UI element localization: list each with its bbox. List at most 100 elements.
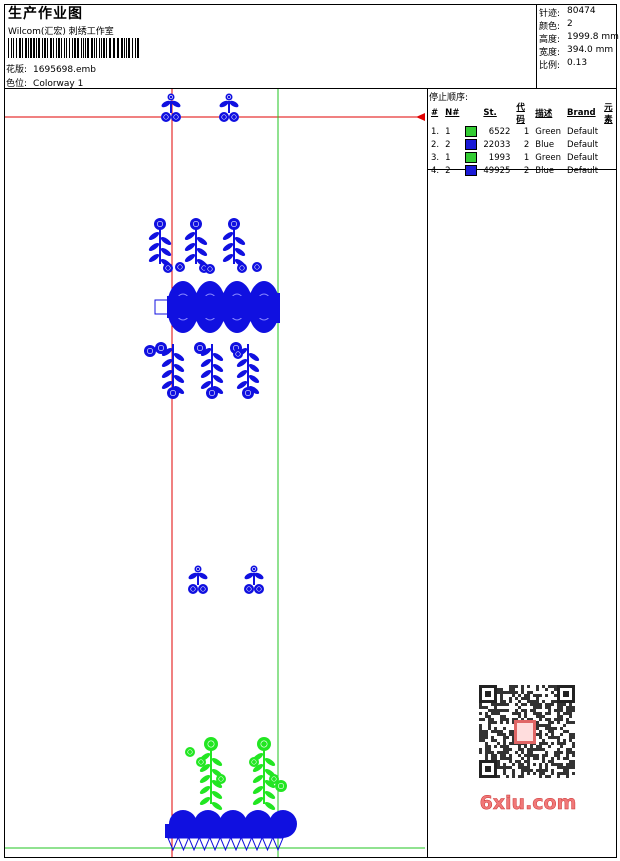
qr-finder bbox=[485, 691, 491, 697]
flower-motif bbox=[188, 584, 198, 594]
barcode-bar bbox=[8, 38, 9, 58]
qr-module bbox=[479, 733, 482, 736]
qr-module bbox=[530, 691, 533, 694]
qr-module bbox=[569, 736, 572, 739]
qr-module bbox=[551, 742, 554, 745]
flower-motif bbox=[252, 262, 262, 272]
qr-module bbox=[560, 709, 563, 712]
qr-module bbox=[518, 766, 521, 769]
qr-module bbox=[500, 694, 503, 697]
qr-module bbox=[563, 724, 566, 727]
qr-module bbox=[545, 706, 548, 709]
qr-module bbox=[536, 706, 539, 709]
flower-center bbox=[209, 389, 216, 396]
qr-module bbox=[497, 742, 500, 745]
qr-module bbox=[530, 703, 533, 706]
border-zigzag bbox=[230, 837, 242, 852]
flower-center bbox=[198, 759, 204, 765]
barcode-bar bbox=[44, 38, 46, 58]
qr-module bbox=[509, 700, 512, 703]
barcode-bar bbox=[69, 38, 70, 58]
qr-module bbox=[569, 760, 572, 763]
qr-module bbox=[521, 757, 524, 760]
leaf-motif bbox=[264, 801, 276, 811]
qr-module bbox=[536, 721, 539, 724]
qr-module bbox=[536, 688, 539, 691]
qr-module bbox=[506, 709, 509, 712]
qr-module bbox=[536, 697, 539, 700]
qr-module bbox=[539, 745, 542, 748]
qr-module bbox=[542, 754, 545, 757]
qr-module bbox=[536, 745, 539, 748]
qr-module bbox=[557, 772, 560, 775]
stat-width: 宽度: 394.0 mm bbox=[539, 45, 613, 58]
flower-center bbox=[231, 114, 237, 120]
qr-module bbox=[560, 703, 563, 706]
flower-center bbox=[271, 776, 277, 782]
flower-motif bbox=[229, 112, 239, 122]
row-needle: 2 bbox=[445, 165, 451, 176]
flower-motif bbox=[161, 112, 171, 122]
flower-center bbox=[163, 114, 169, 120]
leaf-motif bbox=[248, 352, 260, 362]
qr-module bbox=[563, 772, 566, 775]
qr-module bbox=[494, 721, 497, 724]
qr-module bbox=[569, 739, 572, 742]
leaf-motif bbox=[229, 100, 239, 108]
qr-module bbox=[509, 748, 512, 751]
flower-center bbox=[157, 221, 164, 228]
flower-center bbox=[173, 114, 179, 120]
col-brand: Brand bbox=[567, 108, 596, 118]
row-needle: 1 bbox=[445, 126, 451, 137]
qr-module bbox=[536, 694, 539, 697]
qr-module bbox=[497, 751, 500, 754]
qr-module bbox=[524, 766, 527, 769]
qr-module bbox=[572, 736, 575, 739]
qr-module bbox=[545, 775, 548, 778]
qr-module bbox=[491, 718, 494, 721]
qr-module bbox=[479, 730, 482, 733]
barcode bbox=[8, 38, 139, 58]
leaf-motif bbox=[212, 374, 224, 384]
qr-module bbox=[569, 703, 572, 706]
stat-scale: 比例: 0.13 bbox=[539, 58, 587, 71]
qr-module bbox=[539, 742, 542, 745]
qr-module bbox=[506, 691, 509, 694]
leaf-motif bbox=[264, 790, 276, 800]
border-zigzag bbox=[261, 837, 274, 852]
qr-module bbox=[497, 691, 500, 694]
qr-module bbox=[503, 736, 506, 739]
qr-module bbox=[569, 715, 572, 718]
qr-module bbox=[536, 727, 539, 730]
qr-module bbox=[566, 754, 569, 757]
qr-module bbox=[557, 775, 560, 778]
qr-module bbox=[497, 775, 500, 778]
stat-label: 颜色: bbox=[539, 22, 561, 32]
qr-module bbox=[539, 706, 542, 709]
qr-module bbox=[482, 733, 485, 736]
qr-module bbox=[572, 751, 575, 754]
qr-module bbox=[491, 757, 494, 760]
qr-module bbox=[536, 712, 539, 715]
flower-center bbox=[256, 586, 262, 592]
flower-motif bbox=[167, 387, 179, 399]
qr-module bbox=[554, 727, 557, 730]
qr-module bbox=[521, 772, 524, 775]
qr-module bbox=[515, 718, 518, 721]
stat-value: 0.13 bbox=[567, 58, 588, 68]
qr-module bbox=[560, 742, 563, 745]
qr-module bbox=[566, 772, 569, 775]
qr-module bbox=[488, 715, 491, 718]
qr-module bbox=[542, 742, 545, 745]
flower-center bbox=[197, 344, 204, 351]
barcode-bar bbox=[94, 38, 95, 58]
qr-module bbox=[509, 685, 512, 688]
flower-center bbox=[177, 264, 183, 270]
leaf-motif bbox=[212, 385, 224, 395]
qr-module bbox=[557, 706, 560, 709]
leaf-motif bbox=[264, 757, 276, 767]
qr-module bbox=[533, 712, 536, 715]
leaf-motif bbox=[148, 231, 160, 241]
barcode-bar bbox=[99, 38, 100, 58]
flower-motif bbox=[228, 218, 240, 230]
